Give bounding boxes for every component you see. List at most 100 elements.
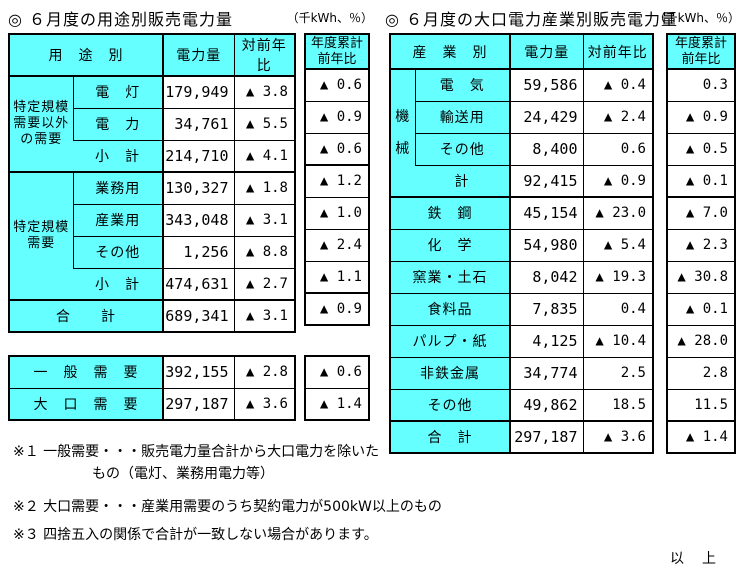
subtotal-label-cell: 小 計 — [73, 139, 164, 173]
table-header-row: 用 途 別 電力量 対前年比 — [8, 33, 296, 77]
table-row: ▲ 30.8 — [666, 260, 736, 294]
usage-table-title: ◎ ６月度の用途別販売電力量 — [8, 10, 234, 29]
yoy-cell: ▲ 19.3 — [582, 260, 654, 294]
yoy-cell: ▲ 2.7 — [233, 267, 296, 301]
volume-header-cell: 電力量 — [162, 33, 235, 77]
table-row: ▲ 1.4 — [666, 420, 736, 454]
ytd-cell: ▲ 30.8 — [666, 260, 736, 294]
table-row: その他 1,256 ▲ 8.8 — [9, 235, 296, 269]
total-label-cell: 合 計 — [8, 299, 164, 333]
row-label-cell: 輸送用 — [414, 100, 511, 134]
table-row: ▲ 0.6 — [304, 68, 370, 102]
table-row: その他 8,400 0.6 — [390, 132, 654, 166]
yoy-cell: ▲ 0.4 — [582, 68, 654, 102]
subtotal-label-cell: 小 計 — [73, 267, 164, 301]
usage-table-unit: （千kWh、％） — [286, 11, 373, 25]
ytd-header-cell: 年度累計 前年比 — [304, 33, 370, 70]
table-header-row: 産 業 別 電力量 対前年比 — [389, 33, 654, 70]
volume-cell: 54,980 — [509, 228, 584, 262]
footnote-1-continuation: もの（電灯、業務用電力等） — [92, 466, 274, 482]
table-row: ▲ 0.6 — [304, 355, 370, 389]
volume-cell: 8,400 — [509, 132, 584, 166]
volume-cell: 59,586 — [509, 68, 584, 102]
footnote-3: ※３ 四捨五入の関係で合計が一致しない場合があります。 — [13, 527, 378, 543]
yoy-cell: ▲ 23.0 — [582, 196, 654, 230]
usage-ytd-table: 年度累計 前年比 ▲ 0.6 ▲ 0.9 ▲ 0.6 ▲ 1.2 ▲ 1.0 ▲… — [304, 33, 370, 326]
ytd-cell: ▲ 1.4 — [304, 387, 370, 421]
table-row: 鉄 鋼 45,154 ▲ 23.0 — [389, 196, 654, 230]
subtotal-label-cell: 計 — [415, 164, 511, 198]
table-row: ▲ 2.4 — [304, 228, 370, 262]
table-row: 機 械 電 気 59,586 ▲ 0.4 — [389, 68, 654, 198]
yoy-cell: 2.5 — [582, 356, 654, 390]
table-row: 0.3 — [666, 68, 736, 102]
ytd-cell: ▲ 2.3 — [666, 228, 736, 262]
table-row: その他 49,862 18.5 — [389, 388, 654, 422]
industry-table-unit: （千kWh、％） — [653, 11, 740, 25]
volume-cell: 130,327 — [162, 171, 235, 205]
row-label-cell: 一 般 需 要 — [8, 355, 164, 389]
category-header-cell: 産 業 別 — [389, 33, 511, 70]
row-label-cell: パルプ・紙 — [389, 324, 511, 358]
table-row: ▲ 0.9 — [304, 292, 370, 326]
table-row: 小 計 474,631 ▲ 2.7 — [9, 267, 296, 301]
ytd-cell: 0.3 — [666, 68, 736, 102]
volume-cell: 45,154 — [509, 196, 584, 230]
ytd-cell: ▲ 7.0 — [666, 196, 736, 230]
table-row: 電 力 34,761 ▲ 5.5 — [9, 107, 296, 141]
ytd-cell: ▲ 0.6 — [304, 132, 370, 166]
ytd-cell: ▲ 0.9 — [666, 100, 736, 134]
yoy-cell: ▲ 3.6 — [233, 387, 296, 421]
yoy-cell: ▲ 3.1 — [233, 299, 296, 333]
ytd-cell: ▲ 1.0 — [304, 196, 370, 230]
yoy-cell: ▲ 3.1 — [233, 203, 296, 237]
ytd-cell: 11.5 — [666, 388, 736, 422]
table-row: 食料品 7,835 0.4 — [389, 292, 654, 326]
row-label-cell: 業務用 — [72, 171, 164, 205]
ytd-cell: 2.8 — [666, 356, 736, 390]
table-row: 大 口 需 要 297,187 ▲ 3.6 — [8, 387, 296, 421]
yoy-cell: ▲ 4.1 — [233, 139, 296, 173]
row-label-cell: 非鉄金属 — [389, 356, 511, 390]
volume-cell: 49,862 — [509, 388, 584, 422]
volume-cell: 343,048 — [162, 203, 235, 237]
table-row: ▲ 0.9 — [304, 100, 370, 134]
ytd-cell: ▲ 0.6 — [304, 355, 370, 389]
yoy-cell: ▲ 2.8 — [233, 355, 296, 389]
row-label-cell: 鉄 鋼 — [389, 196, 511, 230]
table-row: ▲ 2.3 — [666, 228, 736, 262]
ytd-cell: ▲ 2.4 — [304, 228, 370, 262]
yoy-cell: ▲ 2.4 — [582, 100, 654, 134]
row-label-cell: 電 灯 — [72, 75, 164, 109]
volume-cell: 689,341 — [162, 299, 235, 333]
table-row: 計 92,415 ▲ 0.9 — [390, 164, 654, 198]
volume-cell: 4,125 — [509, 324, 584, 358]
table-row: ▲ 1.0 — [304, 196, 370, 230]
ytd-cell: ▲ 28.0 — [666, 324, 736, 358]
table-row: パルプ・紙 4,125 ▲ 10.4 — [389, 324, 654, 358]
volume-cell: 297,187 — [162, 387, 235, 421]
ytd-header-cell: 年度累計 前年比 — [666, 33, 736, 70]
volume-cell: 24,429 — [509, 100, 584, 134]
industry-table: 産 業 別 電力量 対前年比 機 械 電 気 59,586 ▲ 0.4 輸送用 … — [389, 33, 654, 454]
ytd-cell: ▲ 1.1 — [304, 260, 370, 294]
row-label-cell: 大 口 需 要 — [8, 387, 164, 421]
ytd-cell: ▲ 0.9 — [304, 292, 370, 326]
row-label-cell: その他 — [72, 235, 164, 269]
ytd-cell: ▲ 0.5 — [666, 132, 736, 166]
table-row: ▲ 0.9 — [666, 100, 736, 134]
table-row: 合 計 689,341 ▲ 3.1 — [8, 299, 296, 333]
yoy-cell: 0.6 — [582, 132, 654, 166]
yoy-cell: ▲ 5.4 — [582, 228, 654, 262]
ytd-cell: ▲ 0.1 — [666, 164, 736, 198]
table-row: 2.8 — [666, 356, 736, 390]
volume-cell: 34,761 — [162, 107, 235, 141]
table-row: ▲ 0.5 — [666, 132, 736, 166]
industry-ytd-table: 年度累計 前年比 0.3 ▲ 0.9 ▲ 0.5 ▲ 0.1 ▲ 7.0 ▲ 2… — [666, 33, 736, 454]
yoy-header-cell: 対前年比 — [582, 33, 654, 70]
yoy-header-cell: 対前年比 — [233, 33, 296, 77]
table-row: 窯業・土石 8,042 ▲ 19.3 — [389, 260, 654, 294]
volume-cell: 92,415 — [509, 164, 584, 198]
closing-mark: 以 上 — [670, 551, 718, 567]
yoy-cell: ▲ 1.8 — [233, 171, 296, 205]
